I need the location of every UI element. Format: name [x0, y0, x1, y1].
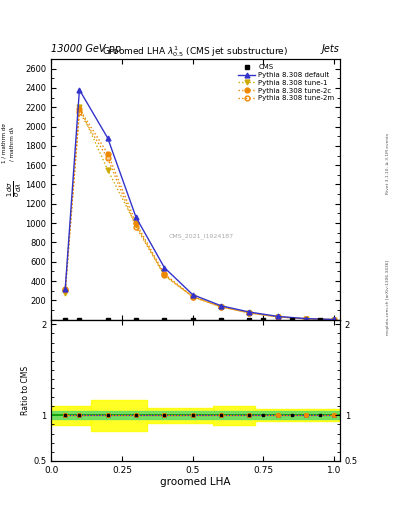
Text: 13000 GeV pp: 13000 GeV pp: [51, 44, 121, 54]
Y-axis label: Ratio to CMS: Ratio to CMS: [21, 366, 30, 415]
Title: Groomed LHA $\lambda^{1}_{0.5}$ (CMS jet substructure): Groomed LHA $\lambda^{1}_{0.5}$ (CMS jet…: [103, 44, 288, 59]
Y-axis label: $\frac{1}{\sigma}\frac{d\sigma}{d\lambda}$: $\frac{1}{\sigma}\frac{d\sigma}{d\lambda…: [6, 181, 24, 198]
Text: mcplots.cern.ch [arXiv:1306.3436]: mcplots.cern.ch [arXiv:1306.3436]: [386, 260, 390, 334]
X-axis label: groomed LHA: groomed LHA: [160, 477, 231, 487]
Text: / mathrm dλ: / mathrm dλ: [10, 126, 15, 161]
Text: 1 / mathrm dσ: 1 / mathrm dσ: [2, 123, 7, 163]
Text: CMS_2021_I1924187: CMS_2021_I1924187: [169, 233, 234, 239]
Text: Rivet 3.1.10, ≥ 3.1M events: Rivet 3.1.10, ≥ 3.1M events: [386, 133, 390, 195]
Text: Jets: Jets: [322, 44, 340, 54]
Bar: [51, 411, 340, 419]
Legend: CMS, Pythia 8.308 default, Pythia 8.308 tune-1, Pythia 8.308 tune-2c, Pythia 8.3: CMS, Pythia 8.308 default, Pythia 8.308 …: [236, 62, 336, 103]
